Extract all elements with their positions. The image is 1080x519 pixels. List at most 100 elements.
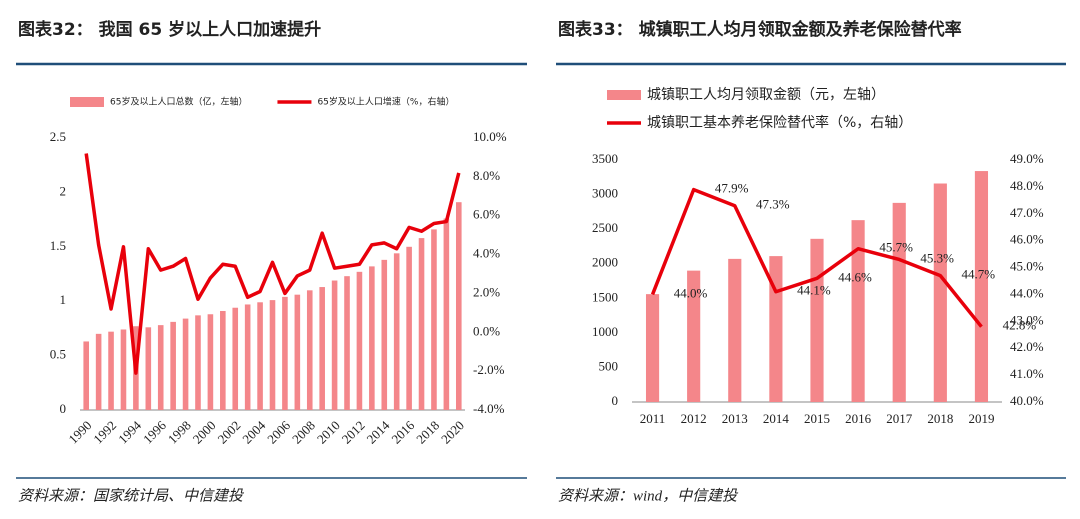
y2-tick-label: 6.0% <box>473 207 500 222</box>
y-tick-label: 0.5 <box>50 347 66 362</box>
bar <box>443 218 450 410</box>
x-tick-label: 2016 <box>388 417 417 446</box>
bar <box>769 256 783 402</box>
bar <box>207 314 214 410</box>
y-tick-label: 2000 <box>592 255 618 270</box>
legend-label: 65岁及以上人口增速（%，右轴） <box>317 96 454 108</box>
data-label: 44.7% <box>962 267 996 282</box>
chart-title: 图表33： 城镇职工人均月领取金额及养老保险替代率 <box>558 19 962 40</box>
bar <box>369 266 375 410</box>
bar <box>170 321 176 410</box>
bar <box>418 238 425 410</box>
source-note: 资料来源：wind，中信建投 <box>558 487 739 504</box>
bar <box>406 246 412 410</box>
bar <box>933 183 947 402</box>
y2-tick-label: 4.0% <box>473 246 500 261</box>
bar <box>687 270 701 402</box>
chart-title: 图表32： 我国 65 岁以上人口加速提升 <box>18 19 321 40</box>
y2-tick-label: 46.0% <box>1010 232 1044 247</box>
y2-tick-label: 42.0% <box>1010 339 1044 354</box>
bar <box>257 302 263 410</box>
bar <box>306 290 313 410</box>
bar <box>232 307 239 410</box>
bar <box>455 202 462 410</box>
x-tick-label: 2006 <box>264 417 293 446</box>
y2-tick-label: 40.0% <box>1010 393 1044 408</box>
x-tick-label: 2012 <box>339 418 368 447</box>
y-tick-label: 2 <box>60 183 67 198</box>
y-tick-label: 1 <box>60 292 67 307</box>
data-label: 47.9% <box>715 181 749 196</box>
legend-label: 65岁及以上人口总数（亿，左轴） <box>110 96 247 108</box>
bar <box>195 315 201 410</box>
x-tick-label: 2014 <box>763 411 790 426</box>
bar <box>974 171 989 402</box>
x-tick-label: 2013 <box>722 411 748 426</box>
bar <box>381 259 388 410</box>
y-tick-label: 1500 <box>592 289 618 304</box>
x-tick-label: 2000 <box>190 418 219 447</box>
y2-tick-label: -2.0% <box>473 362 505 377</box>
bar <box>83 341 90 410</box>
bar <box>244 304 251 410</box>
source-note: 资料来源：国家统计局、中信建投 <box>18 487 245 504</box>
legend-swatch <box>607 90 641 100</box>
bar <box>319 287 325 410</box>
y2-tick-label: -4.0% <box>473 401 505 416</box>
data-label: 44.0% <box>674 285 708 300</box>
y2-tick-label: 45.0% <box>1010 259 1044 274</box>
line-series <box>650 187 983 328</box>
x-tick-label: 2011 <box>640 411 666 426</box>
y2-tick-label: 47.0% <box>1010 205 1044 220</box>
y2-tick-label: 0.0% <box>473 323 500 338</box>
y-tick-label: 0 <box>60 401 67 416</box>
x-tick-label: 2010 <box>314 418 343 447</box>
bar <box>431 229 437 410</box>
y-tick-label: 0 <box>612 393 619 408</box>
bar <box>356 271 363 410</box>
y-tick-label: 2500 <box>592 220 618 235</box>
x-tick-label: 2018 <box>413 418 442 447</box>
x-tick-label: 1998 <box>165 418 194 447</box>
bar <box>108 331 114 410</box>
bar <box>645 294 660 402</box>
y-tick-label: 3000 <box>592 186 618 201</box>
x-tick-label: 2008 <box>289 418 318 447</box>
data-label: 45.7% <box>879 240 913 255</box>
x-tick-label: 2012 <box>681 411 707 426</box>
y-tick-label: 1.5 <box>50 238 66 253</box>
x-tick-label: 1990 <box>65 418 94 447</box>
bar <box>95 333 102 410</box>
x-tick-label: 2015 <box>804 411 830 426</box>
bar <box>393 253 400 410</box>
y2-tick-label: 43.0% <box>1010 312 1044 327</box>
x-tick-label: 2014 <box>364 417 393 446</box>
bar <box>269 300 276 410</box>
bar <box>294 294 301 410</box>
bar <box>157 325 164 410</box>
x-tick-label: 2019 <box>968 411 994 426</box>
y-tick-label: 500 <box>599 358 619 373</box>
line-series <box>84 153 461 375</box>
bar <box>892 202 906 402</box>
y-tick-label: 1000 <box>592 324 618 339</box>
bar <box>182 318 189 410</box>
y2-tick-label: 8.0% <box>473 168 500 183</box>
bar <box>120 329 127 410</box>
bar <box>344 276 350 410</box>
y2-tick-label: 44.0% <box>1010 285 1044 300</box>
bar <box>220 310 226 410</box>
y2-tick-label: 49.0% <box>1010 151 1044 166</box>
y-tick-label: 3500 <box>592 151 618 166</box>
x-tick-label: 1996 <box>140 417 169 446</box>
y2-tick-label: 2.0% <box>473 284 500 299</box>
x-tick-label: 2016 <box>845 411 872 426</box>
y2-tick-label: 41.0% <box>1010 366 1044 381</box>
legend-label: 城镇职工基本养老保险替代率（%，右轴） <box>647 114 912 131</box>
bar <box>282 296 288 410</box>
bar <box>851 220 865 402</box>
bar <box>331 280 338 410</box>
data-label: 45.3% <box>920 250 954 265</box>
x-tick-label: 2004 <box>239 417 268 446</box>
